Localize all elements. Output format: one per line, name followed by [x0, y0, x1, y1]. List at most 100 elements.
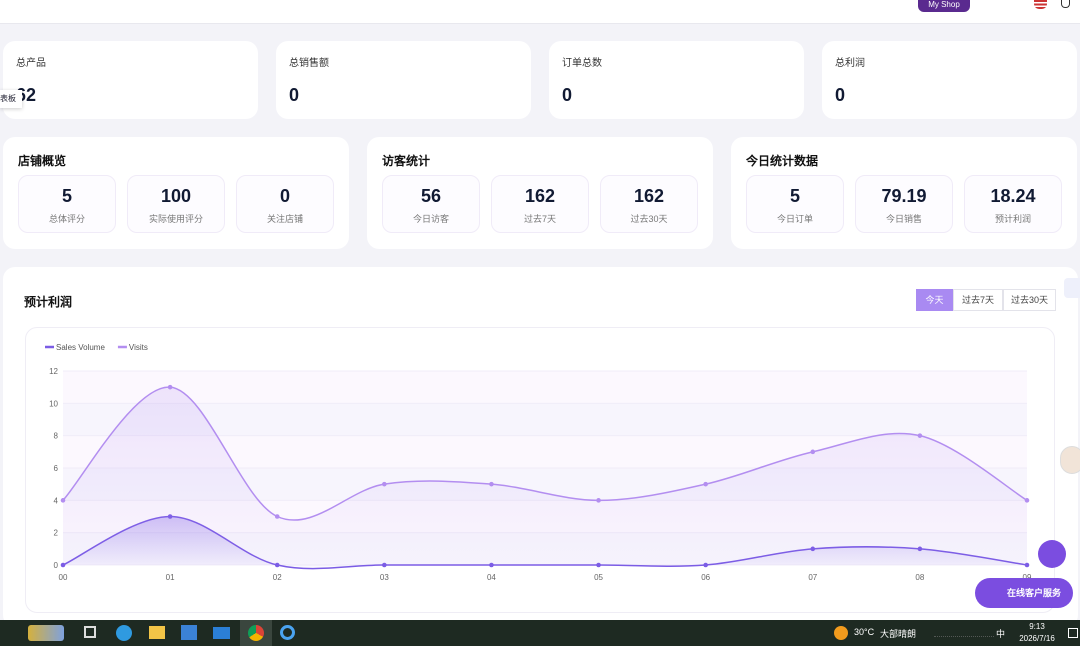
- point: [60, 498, 66, 503]
- edge-icon[interactable]: [116, 625, 132, 641]
- stat-label: 过去30天: [630, 214, 668, 224]
- point: [596, 498, 601, 503]
- legend-label: Sales Volume: [56, 343, 105, 352]
- summary-value: 0: [289, 85, 300, 105]
- stat-value: 5: [61, 186, 72, 206]
- y-tick-label: 4: [54, 496, 59, 505]
- temperature: 30°C: [854, 627, 875, 637]
- weather-icon: [834, 626, 848, 640]
- panel-title: 店铺概览: [18, 154, 67, 168]
- stat-value: 162: [524, 186, 556, 206]
- language-flag[interactable]: [1034, 0, 1047, 9]
- point: [917, 433, 923, 438]
- stat-box: 0 关注店铺: [236, 175, 334, 233]
- summary-card: [549, 41, 804, 119]
- notification-center[interactable]: [1068, 628, 1078, 638]
- x-tick-label: 07: [808, 573, 817, 582]
- task-view-icon[interactable]: [84, 626, 96, 638]
- tray-icons[interactable]: [934, 627, 994, 637]
- point: [167, 384, 173, 390]
- x-tick-label: 03: [380, 573, 389, 582]
- x-tick-label: 06: [701, 573, 710, 582]
- x-tick-label: 02: [273, 573, 282, 582]
- stat-box: 162 过去7天: [491, 175, 589, 233]
- grid-band: [63, 403, 1027, 436]
- y-tick-label: 10: [49, 399, 58, 408]
- point: [274, 514, 280, 519]
- stat-label: 预计利润: [994, 214, 1031, 224]
- support-button[interactable]: 在线客户服务: [975, 578, 1073, 608]
- clock-date[interactable]: 2026/7/16: [1019, 634, 1055, 643]
- stat-value: 100: [160, 186, 192, 206]
- stat-box: 5 总体评分: [18, 175, 116, 233]
- stat-box: 18.24 预计利润: [964, 175, 1062, 233]
- summary-label: 总销售额: [289, 58, 329, 69]
- x-tick-label: 01: [166, 573, 175, 582]
- y-tick-label: 8: [54, 432, 59, 441]
- summary-card: [822, 41, 1077, 119]
- stat-label: 今日销售: [885, 214, 922, 224]
- line: [62, 386, 1028, 521]
- stat-value: 79.19: [881, 186, 927, 206]
- store-icon[interactable]: [181, 625, 197, 640]
- settings-tab[interactable]: [1064, 278, 1080, 298]
- point: [489, 481, 494, 487]
- ime-indicator[interactable]: 中: [996, 629, 1006, 639]
- range-tab[interactable]: 今天: [916, 289, 953, 311]
- stat-box: 56 今日访客: [382, 175, 480, 233]
- explorer-icon[interactable]: [149, 626, 165, 639]
- point: [382, 481, 387, 487]
- panel-title: 访客统计: [382, 154, 431, 168]
- my-shop-button[interactable]: My Shop: [918, 0, 970, 12]
- summary-value: 0: [562, 85, 573, 105]
- stat-box: 5 今日订单: [746, 175, 844, 233]
- x-tick-label: 00: [59, 573, 68, 582]
- taskbar: [0, 620, 1080, 646]
- widgets-icon[interactable]: [28, 625, 64, 641]
- summary-label: 总利润: [835, 58, 865, 69]
- legend-label: Visits: [129, 343, 148, 352]
- mail-icon[interactable]: [213, 627, 230, 639]
- x-tick-label: 08: [915, 573, 924, 582]
- assistant-avatar[interactable]: [1060, 446, 1080, 474]
- stat-value: 18.24: [990, 186, 1036, 206]
- x-tick-label: 09: [1023, 573, 1032, 582]
- summary-value: 0: [835, 85, 846, 105]
- stat-box: 100 实际使用评分: [127, 175, 225, 233]
- top-bar: [0, 0, 1080, 24]
- area: [63, 387, 1027, 565]
- x-tick-label: 04: [487, 573, 496, 582]
- point: [810, 449, 816, 455]
- panel-title: 今日统计数据: [746, 154, 819, 168]
- search-app-icon[interactable]: [280, 625, 295, 640]
- stat-label: 关注店铺: [266, 214, 303, 224]
- stat-value: 0: [279, 186, 290, 206]
- stat-value: 56: [420, 186, 442, 206]
- y-tick-label: 12: [49, 367, 58, 376]
- summary-label: 总产品: [16, 58, 46, 69]
- chrome-icon[interactable]: [248, 625, 264, 641]
- chart: 02468101200010203040506070809Sales Volum…: [45, 343, 1032, 582]
- summary-card: [276, 41, 531, 119]
- clock-time[interactable]: 9:13: [1029, 622, 1045, 631]
- y-tick-label: 2: [54, 529, 59, 538]
- y-tick-label: 6: [54, 464, 59, 473]
- stat-box: 162 过去30天: [600, 175, 698, 233]
- grid-band: [63, 371, 1027, 404]
- point: [703, 481, 708, 487]
- weather-text: 大部晴朗: [880, 629, 917, 639]
- chat-button[interactable]: [1038, 540, 1066, 568]
- y-tick-label: 0: [54, 561, 59, 570]
- stat-label: 总体评分: [48, 214, 85, 224]
- point: [1024, 498, 1030, 503]
- side-tab[interactable]: 表板: [0, 90, 22, 108]
- stat-label: 今日订单: [776, 214, 813, 224]
- notification-bell[interactable]: [1061, 0, 1070, 8]
- range-tab[interactable]: 过去30天: [1003, 289, 1056, 311]
- stat-label: 实际使用评分: [148, 214, 203, 224]
- stat-label: 过去7天: [523, 214, 556, 224]
- stat-value: 162: [633, 186, 665, 206]
- range-tab[interactable]: 过去7天: [953, 289, 1003, 311]
- x-tick-label: 05: [594, 573, 603, 582]
